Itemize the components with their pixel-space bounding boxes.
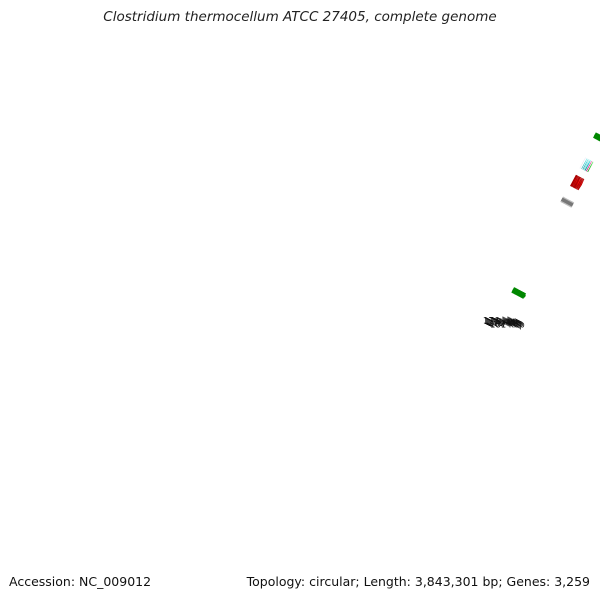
cds-track: [570, 174, 585, 191]
kbp-label: 180 kbp: [489, 320, 524, 330]
kbp-label: 175 kbp: [484, 317, 519, 327]
backbone: [560, 196, 575, 208]
inner-tick-ring: [511, 287, 527, 299]
feature-bar-navy: [579, 157, 587, 169]
genome-summary: Topology: circular; Length: 3,843,301 bp…: [246, 574, 590, 589]
kbp-label: 178 kbp: [487, 319, 522, 329]
cds-arrow: [577, 178, 585, 191]
cds-arrow: [575, 177, 583, 190]
feature-bar-magenta: [585, 160, 593, 173]
feature-bar-cyan: [580, 157, 588, 170]
cds-arrow: [573, 176, 581, 189]
cds-arrow: [574, 177, 582, 189]
kbp-label: 176 kbp: [485, 318, 520, 328]
inner-minor-tick: [522, 294, 526, 298]
kbp-label: 177 kbp: [486, 318, 521, 328]
kbp-label: 179 kbp: [488, 319, 523, 329]
map-title: Clostridium thermocellum ATCC 27405, com…: [103, 9, 497, 25]
backbone-line: [560, 197, 574, 207]
outer-tick-ring: [593, 132, 600, 142]
feature-track: [579, 157, 595, 173]
kbp-label: 181 kbp: [490, 320, 525, 330]
accession-label: Accession: NC_009012: [9, 574, 152, 589]
cds-arrow: [571, 175, 579, 188]
kbp-label: 174 kbp: [483, 317, 518, 327]
feature-bar-green: [586, 160, 595, 173]
